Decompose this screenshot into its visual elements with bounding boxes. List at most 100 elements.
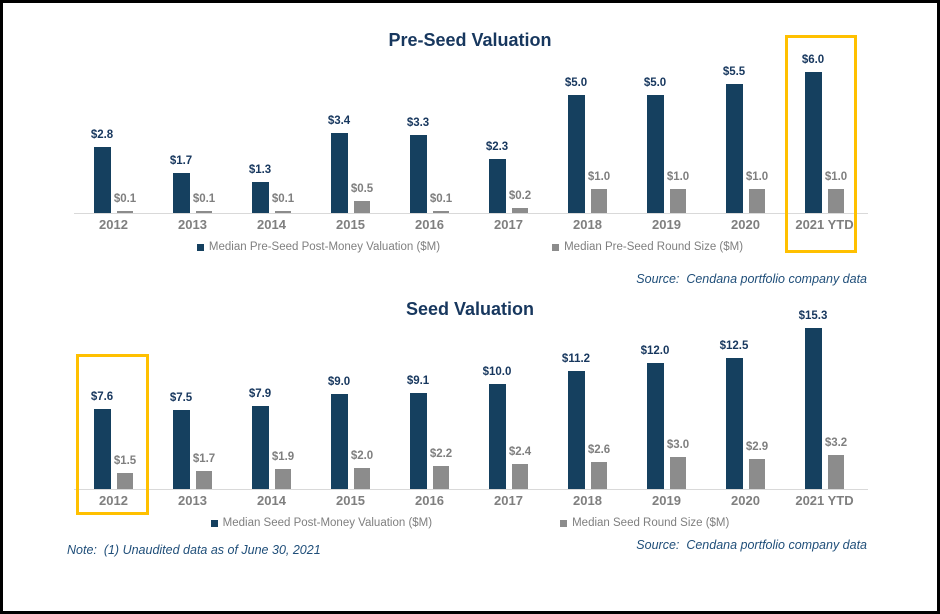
value-label: $9.0 [327,376,351,388]
round-size-bar-group: $1.7 [193,453,215,489]
round-size-bar [433,466,449,489]
x-axis-label: 2013 [178,493,207,508]
x-axis-label: 2016 [415,493,444,508]
valuation-bar [251,406,269,489]
round-size-bar-group: $0.1 [429,193,453,213]
legend-item-valuation: Median Seed Post-Money Valuation ($M) [210,517,433,529]
seed-legend: Median Seed Post-Money Valuation ($M) Me… [3,517,937,529]
valuation-legend-label: Median Seed Post-Money Valuation ($M) [222,517,433,529]
round-size-legend-label: Median Seed Round Size ($M) [572,517,730,529]
valuation-bar-group: $9.0 [327,376,351,489]
round-size-bar-group: $0.5 [350,183,374,213]
round-size-bar-group: $1.0 [666,171,690,213]
valuation-bar [172,173,190,213]
round-size-bar [117,211,133,213]
valuation-bar-group: $7.5 [169,392,193,489]
valuation-bar-group: $1.3 [249,164,271,213]
category-group-2018: $11.2 $2.6 [548,308,627,489]
valuation-bar [567,95,585,213]
round-size-bar-group: $1.0 [588,171,610,213]
valuation-bar [93,147,111,213]
round-size-bar-group: $0.1 [114,193,136,213]
value-label: $0.1 [271,193,295,205]
x-axis-label: 2013 [178,217,207,232]
value-label: $3.2 [824,437,848,449]
round-size-bar [433,211,449,213]
valuation-bar-group: $5.5 [723,66,745,213]
seed-chart-title: Seed Valuation [405,299,535,319]
round-size-bar [196,211,212,213]
valuation-bar-group: $7.6 [91,391,113,489]
value-label: $2.8 [90,129,114,141]
x-axis-label: 2020 [731,493,760,508]
value-label: $9.1 [406,375,430,387]
valuation-legend-label: Median Pre-Seed Post-Money Valuation ($M… [208,241,441,253]
round-size-bar [275,469,291,489]
x-axis-label: 2016 [415,217,444,232]
value-label: $2.6 [587,444,611,456]
seed-x-axis-labels: 2012 2013 2014 2015 2016 2017 2018 2019 2020 2021… [74,493,864,508]
category-group-2020: $12.5 $2.9 [706,308,785,489]
category-group-2021-ytd: $6.0 $1.0 [785,48,864,213]
seed-plot-area: $7.6 $1.5 $7.5 $1.7 $7.9 $1.9 $9.0 $2.0 $9.1 $2.2… [74,308,864,489]
pre-seed-source-credit: Source: Cendana portfolio company data [636,272,867,286]
round-size-bar [670,189,686,213]
pre-seed-chart-title: Pre-Seed Valuation [388,30,552,50]
round-size-bar [275,211,291,213]
value-label: $0.1 [192,193,216,205]
valuation-bar-group: $1.7 [169,155,193,213]
round-size-bar-group: $0.2 [508,190,532,213]
value-label: $3.0 [666,439,690,451]
round-size-bar [749,459,765,489]
value-label: $2.2 [429,448,453,460]
valuation-bar [725,358,743,489]
valuation-bar [330,394,348,489]
value-label: $1.7 [169,155,193,167]
value-label: $0.2 [508,190,532,202]
round-size-bar [117,473,133,489]
x-axis-label: 2019 [652,493,681,508]
x-axis-label: 2021 YTD [795,217,854,232]
valuation-bar-group: $15.3 [799,310,827,489]
value-label: $1.0 [666,171,690,183]
category-group-2019: $5.0 $1.0 [627,48,706,213]
pre-seed-legend: Median Pre-Seed Post-Money Valuation ($M… [3,241,937,253]
valuation-bar-group: $5.0 [565,77,587,213]
x-axis-label: 2015 [336,493,365,508]
category-group-2018: $5.0 $1.0 [548,48,627,213]
valuation-legend-swatch-icon [196,243,204,251]
round-size-bar-group: $0.1 [192,193,216,213]
valuation-bar [251,182,269,213]
value-label: $0.5 [350,183,374,195]
category-group-2015: $9.0 $2.0 [311,308,390,489]
x-axis-label: 2012 [99,493,128,508]
category-group-2012: $2.8 $0.1 [74,48,153,213]
round-size-bar [354,201,370,213]
value-label: $12.0 [640,345,670,357]
value-label: $3.3 [406,117,430,129]
footnote: Note: (1) Unaudited data as of June 30, … [67,543,321,557]
valuation-bar-group: $9.1 [406,375,430,489]
round-size-legend-swatch-icon [552,243,560,251]
value-label: $15.3 [798,310,828,322]
valuation-bar-group: $3.4 [328,115,350,213]
value-label: $7.5 [169,392,193,404]
x-axis-label: 2018 [573,493,602,508]
valuation-bar [409,135,427,213]
category-group-2012: $7.6 $1.5 [74,308,153,489]
value-label: $0.1 [429,193,453,205]
round-size-bar [591,462,607,489]
valuation-bar [409,393,427,489]
valuation-bar [646,95,664,213]
valuation-bar [488,159,506,213]
value-label: $2.9 [745,441,769,453]
valuation-bar [330,133,348,213]
round-size-legend-label: Median Pre-Seed Round Size ($M) [564,241,744,253]
valuation-bar [172,410,190,489]
x-axis-label: 2019 [652,217,681,232]
value-label: $1.5 [113,455,137,467]
value-label: $2.4 [508,446,532,458]
valuation-bar-group: $10.0 [483,366,511,489]
round-size-bar-group: $2.9 [745,441,769,489]
